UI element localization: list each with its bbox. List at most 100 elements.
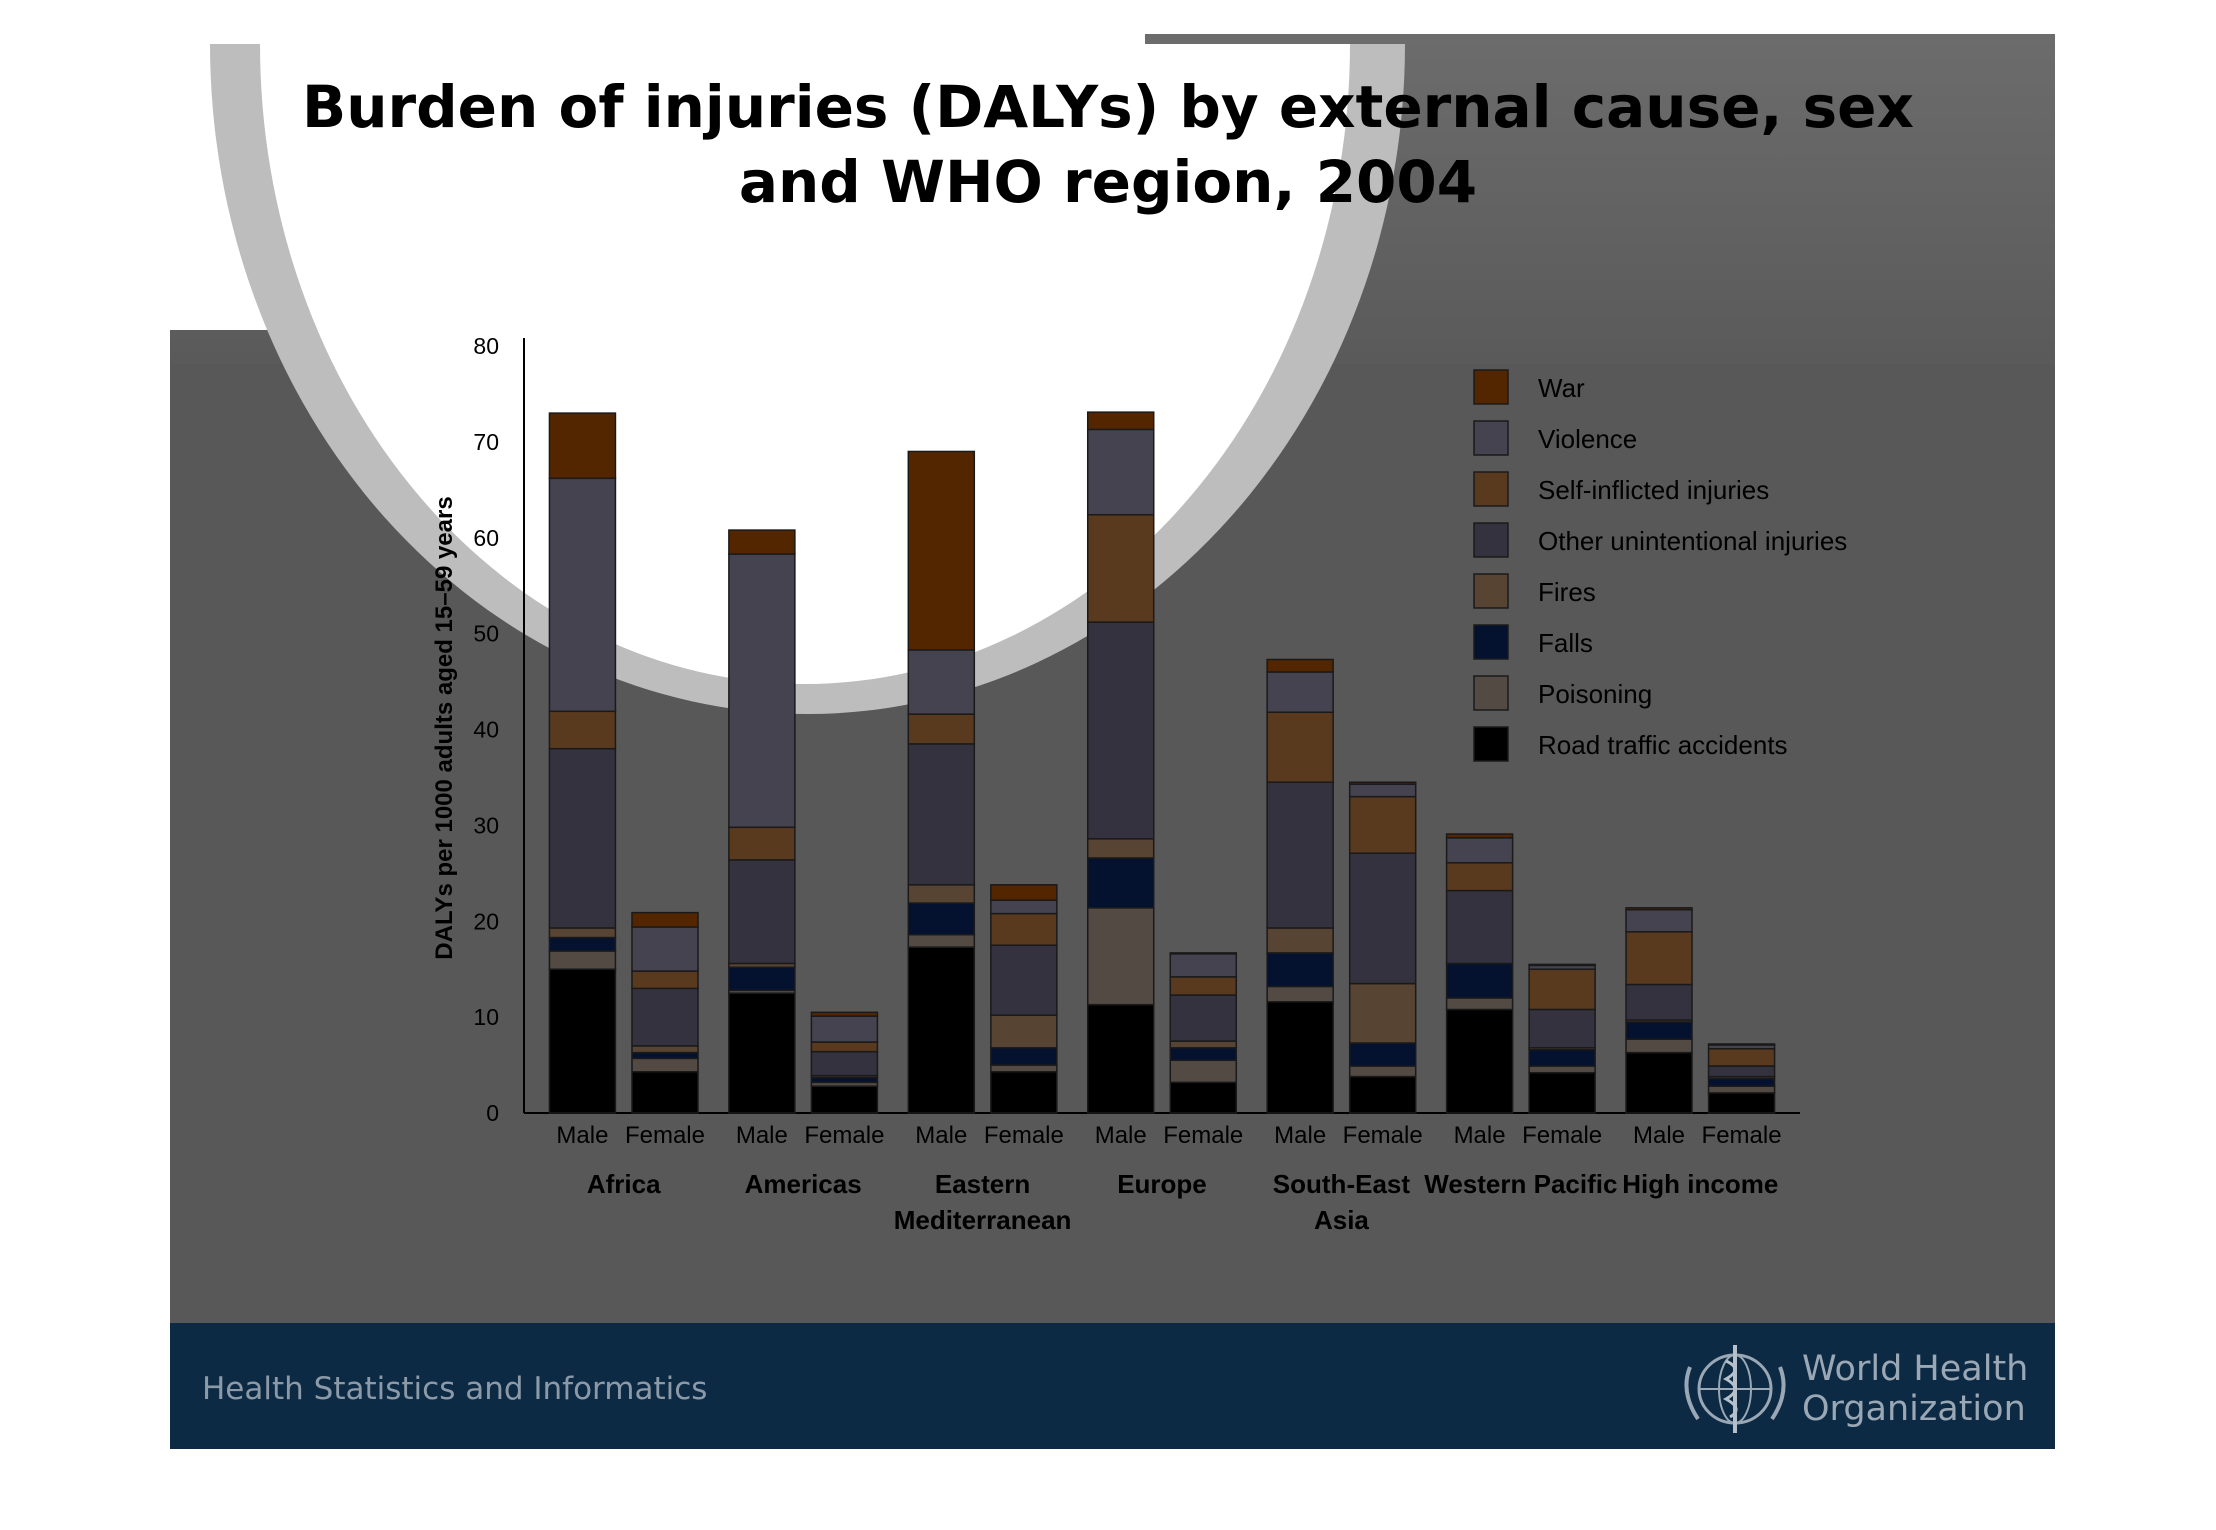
bar-segment-fires [631, 1045, 699, 1054]
x-category-label: Male [556, 1122, 608, 1149]
x-group-label: Africa [587, 1169, 661, 1199]
legend-swatch-poisoning [1473, 675, 1509, 711]
bar-segment-violence [1169, 953, 1238, 978]
bar-segment-self-inflicted [990, 912, 1058, 946]
bar-segment-violence [728, 553, 796, 829]
bar-segment-road-traffic [548, 968, 617, 1114]
x-group-label: Western Pacific [1424, 1169, 1617, 1199]
bar-segment-falls [1625, 1021, 1693, 1040]
bar-segment-road-traffic [990, 1071, 1058, 1114]
x-category-label: Female [625, 1122, 705, 1149]
bar-segment-road-traffic [810, 1085, 879, 1114]
bar-segment-self-inflicted [1625, 931, 1693, 986]
legend-swatch-road-traffic [1473, 726, 1509, 762]
x-category-label: Female [1522, 1122, 1602, 1149]
x-category-label: Male [1274, 1122, 1326, 1149]
slide-background [170, 34, 2055, 1449]
bar-segment-self-inflicted [728, 826, 796, 861]
y-tick-label: 80 [473, 333, 499, 359]
x-group-label: South-East [1273, 1169, 1411, 1199]
bar-segment-falls [1169, 1047, 1238, 1062]
x-category-label: Female [984, 1122, 1064, 1149]
bar-segment-poisoning [1625, 1038, 1693, 1054]
bar-segment-poisoning [1445, 997, 1514, 1011]
bar-segment-violence [1266, 671, 1334, 713]
bar-segment-falls [990, 1047, 1058, 1066]
bar-segment-fires [1086, 838, 1155, 859]
bar-segment-other-unintentional [728, 859, 796, 965]
bar-segment-road-traffic [907, 946, 976, 1114]
x-category-label: Male [736, 1122, 788, 1149]
bar-segment-other-unintentional [990, 944, 1058, 1016]
bar-segment-falls [1086, 857, 1155, 909]
bar-segment-other-unintentional [907, 743, 976, 886]
y-tick-label: 70 [473, 429, 499, 455]
y-tick-label: 50 [473, 621, 499, 647]
legend-swatch-fires [1473, 573, 1509, 609]
plot-area: 0 10 20 30 40 50 60 70 80 DALYs per 1000 adults a… [431, 333, 1800, 1235]
bar-segment-other-unintentional [1707, 1065, 1776, 1078]
bar-segment-falls [907, 902, 976, 936]
bar-segment-war [1707, 1043, 1776, 1046]
bar-segment-road-traffic [1528, 1071, 1596, 1114]
x-group-label: Asia [1314, 1205, 1369, 1235]
legend-swatch-war [1473, 369, 1509, 405]
bar-segment-war [1169, 952, 1238, 955]
footer-text: Health Statistics and Informatics [202, 1371, 708, 1407]
x-category-label: Male [1095, 1122, 1147, 1149]
stacked-bar-chart: 0 10 20 30 40 50 60 70 80 DALYs per 1000 adults a… [431, 333, 1847, 1235]
slide-title: Burden of injuries (DALYs) by external c… [302, 73, 1914, 216]
bar-segment-violence [1625, 908, 1693, 933]
y-tick-label: 20 [473, 908, 499, 934]
legend-label: War [1538, 373, 1585, 403]
legend-swatch-other-unintentional [1473, 522, 1509, 558]
x-category-label: Male [1454, 1122, 1506, 1149]
x-category-label: Female [1343, 1122, 1423, 1149]
bar-segment-violence [1086, 428, 1155, 516]
legend-label: Falls [1538, 628, 1593, 658]
bar-segment-self-inflicted [1528, 968, 1596, 1011]
bar-segment-self-inflicted [1445, 862, 1514, 892]
bar-segment-fires [1348, 982, 1417, 1044]
bar-segment-road-traffic [1086, 1003, 1155, 1114]
who-wordmark: World Health Organization [1802, 1349, 2028, 1429]
bar-segment-war [1528, 963, 1596, 967]
bar-segment-other-unintentional [810, 1050, 879, 1077]
x-category-label: Male [1633, 1122, 1685, 1149]
legend-label: Fires [1538, 577, 1596, 607]
bar-segment-violence [548, 477, 617, 713]
bar-segment-fires [990, 1014, 1058, 1049]
x-group-label: Mediterranean [894, 1205, 1072, 1235]
y-tick-label: 0 [486, 1100, 499, 1126]
y-tick-label: 40 [473, 717, 499, 743]
bar-segment-self-inflicted [810, 1041, 879, 1053]
bar-segment-fires [1266, 927, 1334, 954]
bar-segment-falls [728, 966, 796, 992]
x-group-label: Americas [745, 1169, 862, 1199]
bar-segment-road-traffic [728, 992, 796, 1114]
bar-segment-falls [631, 1051, 699, 1060]
bar-segment-other-unintentional [1528, 1008, 1596, 1049]
bar-segment-self-inflicted [631, 970, 699, 990]
x-category-label: Female [1163, 1122, 1243, 1149]
bar-segment-falls [1707, 1077, 1776, 1087]
bar-segment-self-inflicted [1086, 513, 1155, 623]
bar-segment-other-unintentional [631, 987, 699, 1047]
bar-segment-self-inflicted [1348, 795, 1417, 854]
who-wordmark-line1: World Health [1802, 1349, 2029, 1389]
bar-segment-war [1266, 658, 1334, 673]
legend-label: Self-inflicted injuries [1538, 475, 1769, 505]
x-group-label: Europe [1117, 1169, 1207, 1199]
bar-segment-poisoning [1528, 1065, 1596, 1074]
legend-label: Other unintentional injuries [1538, 526, 1847, 556]
legend-label: Violence [1538, 424, 1637, 454]
bar-segment-violence [907, 649, 976, 715]
bar-segment-falls [1348, 1042, 1417, 1067]
bar-segment-self-inflicted [548, 710, 617, 750]
y-tick-label: 30 [473, 812, 499, 838]
bar-segment-road-traffic [1169, 1081, 1238, 1114]
bar-segment-self-inflicted [1707, 1048, 1776, 1067]
bar-segment-falls [548, 936, 617, 952]
bar-segment-falls [1528, 1048, 1596, 1067]
legend-label: Poisoning [1538, 679, 1652, 709]
